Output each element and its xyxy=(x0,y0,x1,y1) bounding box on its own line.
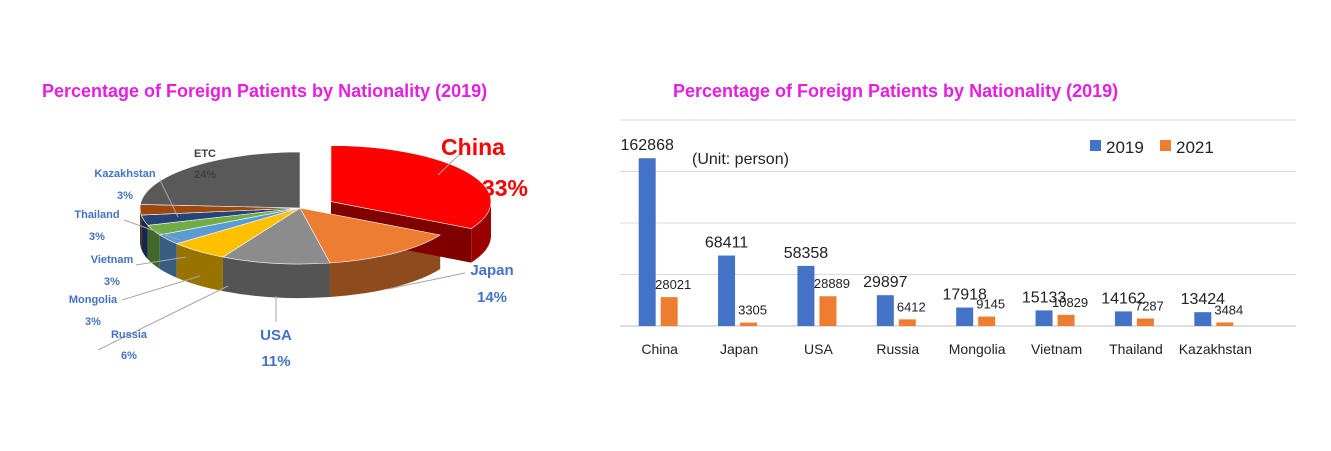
pie-side-china xyxy=(471,201,491,263)
pie-slice-japan xyxy=(299,207,442,264)
data-label-2019-thailand: 14162 xyxy=(1101,290,1146,307)
pie-chart-title: Percentage of Foreign Patients by Nation… xyxy=(42,81,488,101)
bar-2019-china xyxy=(638,158,656,326)
bar-2019-usa xyxy=(797,265,815,326)
bar-2021-mongolia xyxy=(978,316,996,326)
pie-side-usa xyxy=(222,257,330,299)
pie-side-mongolia xyxy=(159,234,177,278)
bar-2021-usa xyxy=(819,296,837,326)
data-label-2021-kazakhstan: 3484 xyxy=(1214,302,1243,317)
leader-line-japan xyxy=(387,272,466,290)
data-label-2021-china: 28021 xyxy=(655,277,691,292)
pie-percent-vietnam: 3% xyxy=(104,276,120,288)
bar-2021-vietnam xyxy=(1057,314,1075,326)
pie-label-china: China xyxy=(441,134,505,160)
pie-label-mongolia: Mongolia xyxy=(69,294,118,306)
pie-percent-usa: 11% xyxy=(261,353,290,370)
x-tick-label-vietnam: Vietnam xyxy=(1031,341,1082,357)
leader-line-russia xyxy=(97,285,229,351)
pie-slice-etc xyxy=(139,151,301,209)
x-tick-label-usa: USA xyxy=(804,341,833,357)
x-tick-label-russia: Russia xyxy=(876,341,919,357)
bar-2019-kazakhstan xyxy=(1194,312,1212,326)
bar-2021-china xyxy=(660,297,678,326)
x-tick-label-mongolia: Mongolia xyxy=(949,341,1006,357)
pie-side-vietnam xyxy=(147,225,160,269)
pie-chart: China 33% Japan 14% USA 11% Russia 6% Mongolia 3%… xyxy=(69,134,528,370)
data-label-2019-usa: 58358 xyxy=(784,245,829,262)
bar-2019-vietnam xyxy=(1035,310,1053,326)
data-label-2021-japan: 3305 xyxy=(738,303,767,318)
pie-percent-japan: 14% xyxy=(477,289,507,306)
data-label-2021-thailand: 7287 xyxy=(1135,298,1164,313)
bar-2019-russia xyxy=(876,295,894,326)
pie-label-vietnam: Vietnam xyxy=(91,254,134,266)
x-tick-label-china: China xyxy=(641,341,678,357)
pie-percent-kazakhstan: 3% xyxy=(117,190,133,202)
data-label-2021-mongolia: 9145 xyxy=(976,297,1005,312)
pie-label-usa: USA xyxy=(260,327,292,344)
data-label-2019-vietnam: 15133 xyxy=(1022,289,1067,306)
data-label-2019-mongolia: 17918 xyxy=(942,287,987,304)
leader-line-kazakhstan xyxy=(159,179,179,218)
legend-label-2019: 2019 xyxy=(1106,138,1144,157)
bar-2021-kazakhstan xyxy=(1216,322,1234,326)
pie-slice-usa xyxy=(222,207,331,265)
leader-line-vietnam xyxy=(135,256,187,266)
pie-label-thailand: Thailand xyxy=(74,209,119,221)
pie-label-etc: ETC xyxy=(194,148,216,160)
bar-2021-thailand xyxy=(1136,318,1154,326)
data-label-2019-china: 162868 xyxy=(620,137,673,154)
x-tick-label-kazakhstan: Kazakhstan xyxy=(1179,341,1252,357)
pie-percent-etc: 24% xyxy=(194,169,216,181)
leader-line-thailand xyxy=(123,219,181,241)
data-label-2021-russia: 6412 xyxy=(897,299,926,314)
data-label-2019-russia: 29897 xyxy=(863,274,908,291)
pie-percent-thailand: 3% xyxy=(89,231,105,243)
bar-2019-mongolia xyxy=(956,307,974,326)
bar-chart-title: Percentage of Foreign Patients by Nation… xyxy=(673,81,1119,101)
bar-2019-thailand xyxy=(1114,311,1132,326)
bar-2021-japan xyxy=(740,322,758,326)
pie-percent-russia: 6% xyxy=(121,350,137,362)
legend-swatch-2019 xyxy=(1090,140,1101,151)
x-tick-label-japan: Japan xyxy=(720,341,758,357)
data-label-2021-vietnam: 10829 xyxy=(1052,295,1088,310)
legend-swatch-2021 xyxy=(1160,140,1171,151)
pie-side-kazakhstan xyxy=(140,208,142,250)
leader-line-mongolia xyxy=(121,275,201,301)
bar-2021-russia xyxy=(898,319,916,326)
data-label-2019-kazakhstan: 13424 xyxy=(1181,291,1226,308)
data-label-2021-usa: 28889 xyxy=(814,276,850,291)
data-label-2019-japan: 68411 xyxy=(705,235,748,252)
pie-slice-china xyxy=(330,145,492,229)
pie-label-kazakhstan: Kazakhstan xyxy=(94,168,155,180)
legend-label-2021: 2021 xyxy=(1176,138,1214,157)
pie-side-thailand xyxy=(141,215,148,260)
pie-percent-mongolia: 3% xyxy=(85,316,101,328)
unit-annotation: (Unit: person) xyxy=(692,151,789,168)
bar-2019-japan xyxy=(718,255,736,326)
pie-percent-china: 33% xyxy=(482,175,528,201)
x-tick-label-thailand: Thailand xyxy=(1109,341,1163,357)
pie-label-japan: Japan xyxy=(470,262,513,279)
pie-label-russia: Russia xyxy=(111,329,148,341)
leader-line-china xyxy=(437,151,463,176)
